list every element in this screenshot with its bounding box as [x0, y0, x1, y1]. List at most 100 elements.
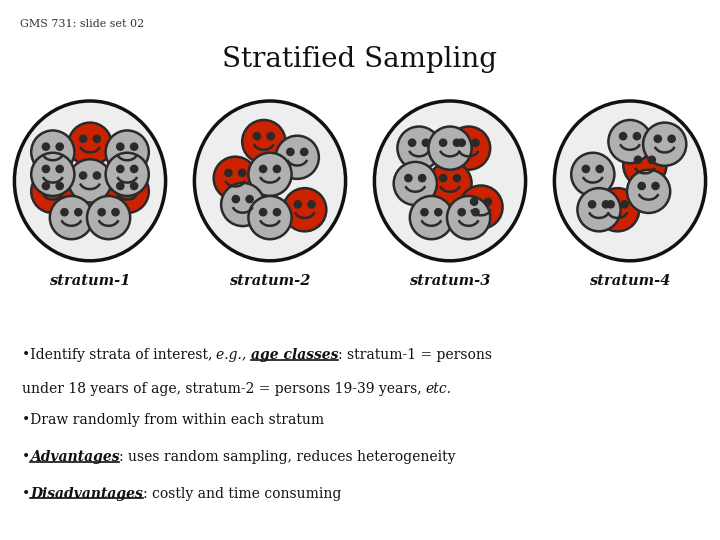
Ellipse shape [14, 101, 166, 261]
Text: under 18 years of age, stratum-2 = persons 19-39 years,: under 18 years of age, stratum-2 = perso… [22, 382, 426, 396]
Ellipse shape [596, 188, 639, 231]
Ellipse shape [608, 120, 652, 163]
Ellipse shape [116, 165, 125, 173]
Ellipse shape [248, 196, 292, 239]
Ellipse shape [588, 200, 596, 208]
Ellipse shape [471, 138, 480, 147]
Ellipse shape [224, 168, 233, 177]
Ellipse shape [60, 208, 69, 217]
Ellipse shape [130, 181, 138, 190]
Ellipse shape [667, 134, 676, 143]
Ellipse shape [273, 165, 282, 173]
Ellipse shape [624, 144, 667, 187]
Ellipse shape [300, 147, 308, 156]
Ellipse shape [420, 208, 429, 217]
Ellipse shape [273, 208, 282, 217]
Ellipse shape [410, 196, 453, 239]
Ellipse shape [106, 153, 149, 196]
Ellipse shape [111, 208, 120, 217]
Ellipse shape [214, 157, 257, 200]
Text: •Identify strata of interest,: •Identify strata of interest, [22, 348, 216, 362]
Ellipse shape [238, 168, 246, 177]
Ellipse shape [31, 170, 74, 213]
Ellipse shape [93, 171, 102, 180]
Ellipse shape [106, 170, 149, 213]
Ellipse shape [242, 120, 285, 163]
Ellipse shape [374, 101, 526, 261]
Ellipse shape [31, 153, 74, 196]
Ellipse shape [434, 208, 443, 217]
Ellipse shape [78, 171, 87, 180]
Text: : uses random sampling, reduces heterogeneity: : uses random sampling, reduces heteroge… [120, 450, 456, 464]
Ellipse shape [253, 132, 261, 140]
Ellipse shape [31, 131, 74, 174]
Ellipse shape [276, 136, 319, 179]
Ellipse shape [453, 138, 462, 147]
Ellipse shape [627, 170, 670, 213]
Ellipse shape [643, 123, 686, 166]
Ellipse shape [554, 101, 706, 261]
Text: : stratum-1 = persons: : stratum-1 = persons [338, 348, 492, 362]
Ellipse shape [68, 159, 112, 202]
Ellipse shape [447, 126, 490, 170]
Ellipse shape [418, 174, 426, 183]
Ellipse shape [618, 132, 627, 140]
Text: Disadvantages: Disadvantages [30, 487, 143, 501]
Text: Advantages: Advantages [30, 450, 120, 464]
Ellipse shape [438, 174, 447, 183]
Ellipse shape [471, 208, 480, 217]
Ellipse shape [394, 162, 437, 205]
Ellipse shape [42, 143, 50, 151]
Text: GMS 731: slide set 02: GMS 731: slide set 02 [20, 19, 145, 29]
Ellipse shape [78, 134, 87, 143]
Ellipse shape [469, 198, 478, 206]
Text: stratum-4: stratum-4 [589, 274, 671, 288]
Text: •: • [22, 487, 30, 501]
Ellipse shape [248, 153, 292, 196]
Ellipse shape [457, 138, 466, 147]
Ellipse shape [484, 198, 492, 206]
Text: stratum-2: stratum-2 [229, 274, 311, 288]
Ellipse shape [606, 200, 615, 208]
Ellipse shape [651, 181, 660, 190]
Ellipse shape [87, 196, 130, 239]
Ellipse shape [438, 138, 447, 147]
Text: etc.: etc. [426, 382, 451, 396]
Ellipse shape [106, 131, 149, 174]
Ellipse shape [258, 208, 267, 217]
Ellipse shape [130, 143, 138, 151]
Ellipse shape [447, 196, 490, 239]
Ellipse shape [582, 165, 590, 173]
Ellipse shape [97, 208, 106, 217]
Text: stratum-3: stratum-3 [409, 274, 491, 288]
Ellipse shape [294, 200, 302, 208]
Ellipse shape [602, 200, 611, 208]
Ellipse shape [397, 126, 441, 170]
Ellipse shape [634, 156, 642, 164]
Text: stratum-1: stratum-1 [49, 274, 131, 288]
Ellipse shape [246, 195, 254, 204]
Ellipse shape [283, 188, 326, 231]
Ellipse shape [595, 165, 604, 173]
Ellipse shape [404, 174, 413, 183]
Text: : costly and time consuming: : costly and time consuming [143, 487, 341, 501]
Ellipse shape [571, 153, 614, 196]
Ellipse shape [408, 138, 416, 147]
Ellipse shape [647, 156, 656, 164]
Ellipse shape [266, 132, 275, 140]
Ellipse shape [307, 200, 316, 208]
Ellipse shape [50, 196, 93, 239]
Text: Stratified Sampling: Stratified Sampling [222, 46, 498, 73]
Text: •: • [22, 450, 30, 464]
Ellipse shape [428, 126, 472, 170]
Ellipse shape [258, 165, 267, 173]
Ellipse shape [577, 188, 621, 231]
Ellipse shape [55, 143, 64, 151]
Text: e.g.,: e.g., [216, 348, 251, 362]
Ellipse shape [232, 195, 240, 204]
Ellipse shape [93, 134, 102, 143]
Ellipse shape [620, 200, 629, 208]
Ellipse shape [55, 165, 64, 173]
Ellipse shape [55, 181, 64, 190]
Ellipse shape [459, 186, 503, 229]
